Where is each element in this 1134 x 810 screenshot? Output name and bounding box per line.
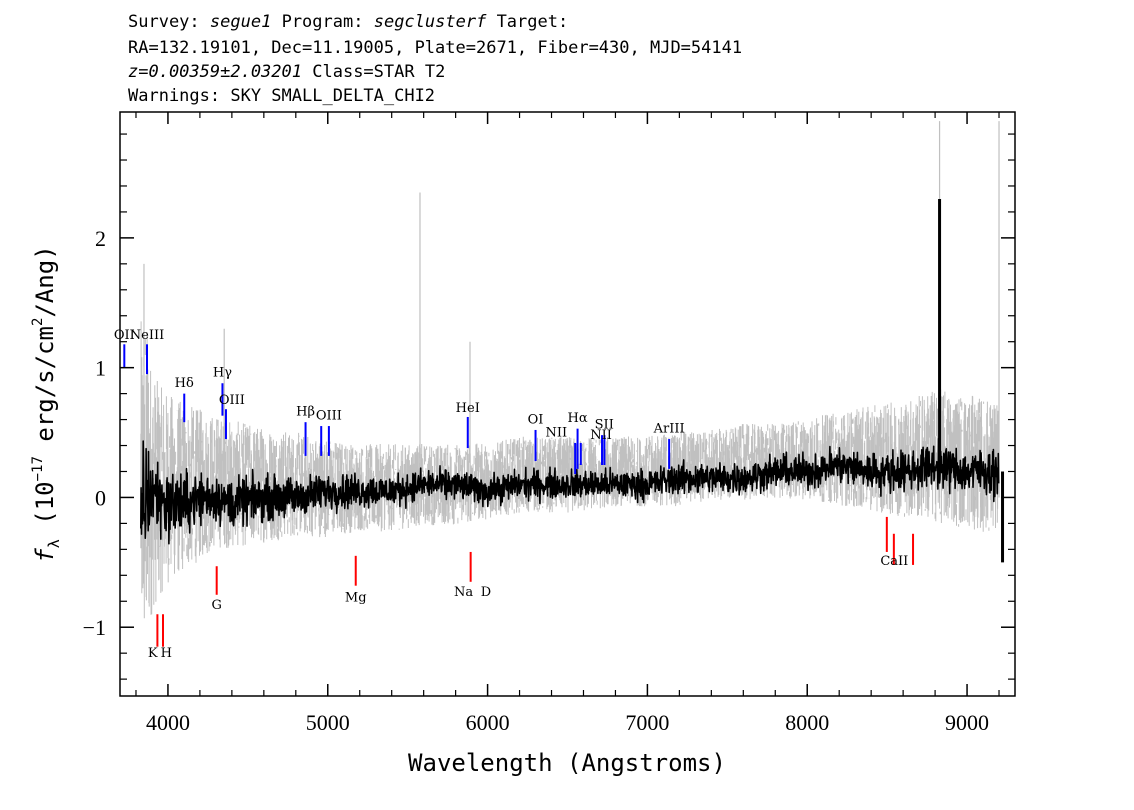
error-band-layer — [140, 121, 1000, 619]
header-line-3: z=0.00359±2.03201 Class=STAR T2 — [128, 62, 445, 82]
line-label-9: NII — [545, 425, 567, 440]
x-axis-title: Wavelength (Angstroms) — [408, 749, 726, 777]
line-label-4: OIII — [219, 393, 245, 408]
y-axis-units-a: (10 — [31, 481, 59, 539]
y-tick-label-0: −1 — [83, 615, 106, 640]
flux-layer — [140, 198, 1005, 563]
line-label-20: CaII — [880, 554, 908, 569]
x-tick-label-0: 4000 — [146, 710, 190, 735]
y-axis-exponent: −17 — [30, 456, 46, 481]
y-tick-label-2: 1 — [95, 356, 106, 381]
y-axis-subscript: λ — [45, 539, 63, 548]
axis-ticks-layer: 4000 5000 6000 7000 8000 9000 −1 0 1 2 — [83, 112, 1015, 735]
program-value: segclusterf — [373, 12, 487, 32]
flux-series — [140, 437, 1000, 545]
x-tick-label-3: 7000 — [625, 710, 669, 735]
x-tick-label-2: 6000 — [466, 710, 510, 735]
y-axis-symbol: f — [31, 548, 59, 563]
line-label-17: Mg — [345, 590, 367, 605]
line-label-7: HeI — [456, 401, 480, 416]
line-label-12: SII — [595, 418, 614, 433]
line-label-2: Hδ — [175, 376, 194, 391]
line-label-0: OII — [114, 328, 135, 343]
line-label-11: NII — [590, 428, 612, 443]
line-label-6: OIII — [316, 409, 342, 424]
line-label-1: NeIII — [130, 328, 164, 343]
line-label-18: Na — [454, 585, 473, 600]
y-axis-units-c: /Ang) — [31, 245, 59, 317]
warnings-line: Warnings: SKY SMALL_DELTA_CHI2 — [128, 86, 436, 106]
header-line-2: RA=132.19101, Dec=11.19005, Plate=2671, … — [128, 38, 743, 58]
x-tick-label-4: 8000 — [785, 710, 829, 735]
x-tick-label-1: 5000 — [306, 710, 350, 735]
line-label-8: OI — [528, 412, 544, 427]
program-label: Program: — [281, 12, 364, 32]
y-axis-exponent-2: 2 — [30, 318, 46, 326]
survey-value: segue1 — [209, 12, 272, 32]
line-label-10: Hα — [568, 411, 588, 426]
target-label: Target: — [496, 12, 569, 32]
line-label-13: ArIII — [653, 422, 685, 437]
svg-text:fλ (10−17 erg/s/cm2/Ang): fλ (10−17 erg/s/cm2/Ang) — [30, 245, 63, 562]
plot-frame — [119, 111, 1016, 697]
y-axis-units-b: erg/s/cm — [31, 326, 59, 456]
line-label-3: Hγ — [213, 366, 232, 381]
line-label-16: G — [211, 598, 221, 613]
line-label-15: H — [161, 646, 172, 661]
line-label-19: D — [481, 585, 491, 600]
class-value: Class=STAR T2 — [312, 62, 446, 82]
line-label-5: Hβ — [296, 405, 315, 420]
x-tick-label-5: 9000 — [945, 710, 989, 735]
survey-label: Survey: — [128, 12, 200, 32]
y-tick-label-3: 2 — [95, 226, 106, 251]
line-label-14: K — [148, 646, 158, 661]
header-line-1: Survey: segue1 Program: segclusterf Targ… — [128, 12, 568, 32]
y-axis-title: fλ (10−17 erg/s/cm2/Ang) — [30, 245, 63, 562]
y-tick-label-1: 0 — [95, 485, 106, 510]
redshift-value: z=0.00359±2.03201 — [128, 62, 302, 82]
